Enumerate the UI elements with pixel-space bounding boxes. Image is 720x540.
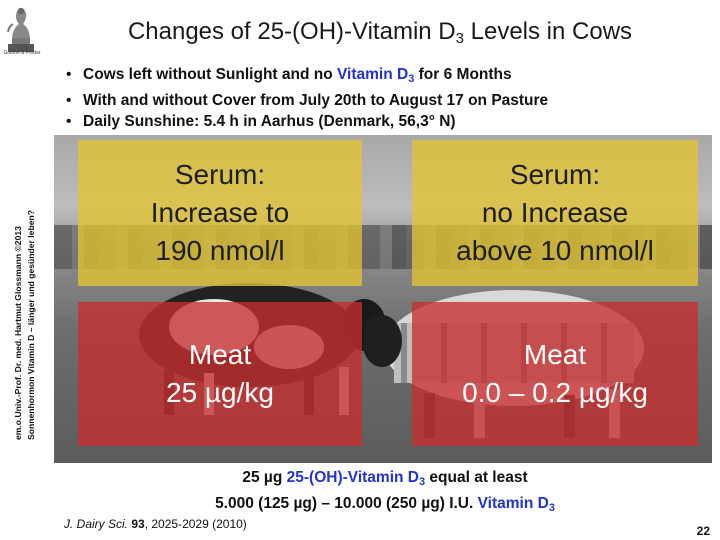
author-credit: em.o.Univ.-Prof. Dr. med. Hartmut Glossm… <box>13 210 36 440</box>
page-number: 22 <box>696 524 710 538</box>
bullet-list: Cows left without Sunlight and no Vitami… <box>66 64 706 132</box>
meat-uncovered-box: Meat 25 µg/kg <box>78 302 362 446</box>
bullet-item: With and without Cover from July 20th to… <box>66 90 706 111</box>
bullet-item: Cows left without Sunlight and no Vitami… <box>66 64 706 90</box>
serum-uncovered-box: Serum: Increase to 190 nmol/l <box>78 140 362 286</box>
logo-caption: Goethe & Pindar <box>3 50 41 56</box>
bullet-item: Daily Sunshine: 5.4 h in Aarhus (Denmark… <box>66 111 706 132</box>
statue-logo <box>7 7 34 52</box>
conversion-note: 25 µg 25-(OH)-Vitamin D3 equal at least … <box>215 469 555 514</box>
serum-covered-box: Serum: no Increase above 10 nmol/l <box>412 140 698 286</box>
meat-covered-box: Meat 0.0 – 0.2 µg/kg <box>412 302 698 446</box>
journal-reference: J. Dairy Sci. 93, 2025-2029 (2010) <box>64 517 247 531</box>
slide-title: Changes of 25-(OH)-Vitamin D3 Levels in … <box>127 18 633 47</box>
